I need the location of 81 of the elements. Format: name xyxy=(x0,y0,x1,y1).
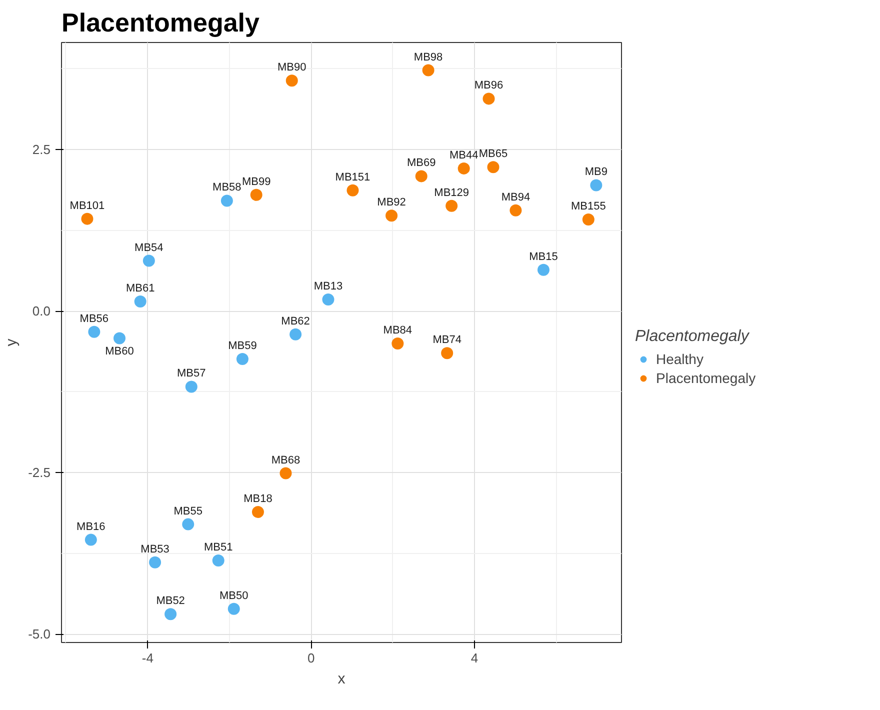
point xyxy=(346,184,359,196)
data-label: MB44 xyxy=(449,149,478,162)
data-label: MB60 xyxy=(105,345,134,358)
point xyxy=(392,337,404,350)
point xyxy=(415,170,428,182)
data-label: MB54 xyxy=(134,242,164,254)
point xyxy=(142,254,155,267)
y-tick-label: 0.0 xyxy=(32,304,51,319)
data-label: MB68 xyxy=(271,454,300,466)
data-label: MB13 xyxy=(314,280,343,293)
data-label: MB96 xyxy=(474,80,504,92)
point xyxy=(590,179,602,192)
point xyxy=(286,74,298,87)
point xyxy=(582,213,594,226)
data-label: MB99 xyxy=(242,176,271,188)
data-label: MB52 xyxy=(156,595,185,608)
data-label: MB15 xyxy=(529,250,558,263)
point xyxy=(81,212,94,225)
point xyxy=(252,506,264,518)
point xyxy=(482,92,495,105)
data-label: MB94 xyxy=(501,191,530,204)
point xyxy=(236,352,248,365)
data-label: MB84 xyxy=(383,324,412,336)
data-label: MB90 xyxy=(278,62,306,74)
legend-title: Placentomegaly xyxy=(635,328,750,346)
point xyxy=(220,194,233,207)
data-label: MB55 xyxy=(174,505,203,518)
point xyxy=(114,332,126,344)
point xyxy=(510,204,522,216)
point xyxy=(441,347,454,360)
point xyxy=(84,534,97,546)
x-tick-label: -4 xyxy=(142,650,154,666)
point xyxy=(422,64,434,76)
x-axis-title: x xyxy=(338,670,346,688)
point xyxy=(280,467,292,480)
point xyxy=(322,294,334,306)
y-axis-title: y xyxy=(3,338,20,346)
point xyxy=(537,264,550,276)
data-label: MB51 xyxy=(204,541,233,554)
point xyxy=(134,296,146,308)
data-label: MB56 xyxy=(80,312,109,325)
data-label: MB53 xyxy=(140,543,170,556)
y-tick-label: -2.5 xyxy=(28,465,51,480)
point xyxy=(88,326,100,338)
legend-label: Healthy xyxy=(656,351,704,367)
data-label: MB62 xyxy=(281,315,310,328)
data-label: MB57 xyxy=(177,368,206,380)
point xyxy=(212,554,224,566)
data-label: MB50 xyxy=(220,590,248,602)
data-label: MB98 xyxy=(414,51,443,64)
data-label: MB129 xyxy=(434,186,470,199)
point xyxy=(228,602,240,615)
data-label: MB69 xyxy=(406,157,436,170)
point xyxy=(185,380,198,393)
data-label: MB16 xyxy=(76,520,106,533)
data-label: MB151 xyxy=(335,171,370,184)
data-label: MB59 xyxy=(228,340,257,352)
data-label: MB92 xyxy=(377,196,406,209)
point xyxy=(149,556,162,568)
data-label: MB18 xyxy=(244,493,272,506)
x-tick-label: 0 xyxy=(307,650,315,666)
point xyxy=(458,162,470,174)
data-label: MB9 xyxy=(584,166,608,178)
point xyxy=(487,161,500,174)
data-label: MB101 xyxy=(70,200,105,212)
point xyxy=(446,200,458,212)
point xyxy=(386,210,398,222)
x-tick-label: 4 xyxy=(470,650,478,666)
y-tick-label: 2.5 xyxy=(32,142,51,158)
y-tick-label: -5.0 xyxy=(28,626,51,642)
point xyxy=(164,608,177,620)
chart-title: Placentomegaly xyxy=(62,8,260,38)
point xyxy=(290,328,302,340)
data-label: MB58 xyxy=(212,182,242,194)
point xyxy=(250,188,262,201)
data-label: MB155 xyxy=(570,200,606,212)
data-label: MB65 xyxy=(478,148,508,160)
data-label: MB74 xyxy=(432,334,462,346)
data-label: MB61 xyxy=(126,282,155,294)
legend-label: Placentomegaly xyxy=(656,370,756,386)
point xyxy=(182,518,194,530)
